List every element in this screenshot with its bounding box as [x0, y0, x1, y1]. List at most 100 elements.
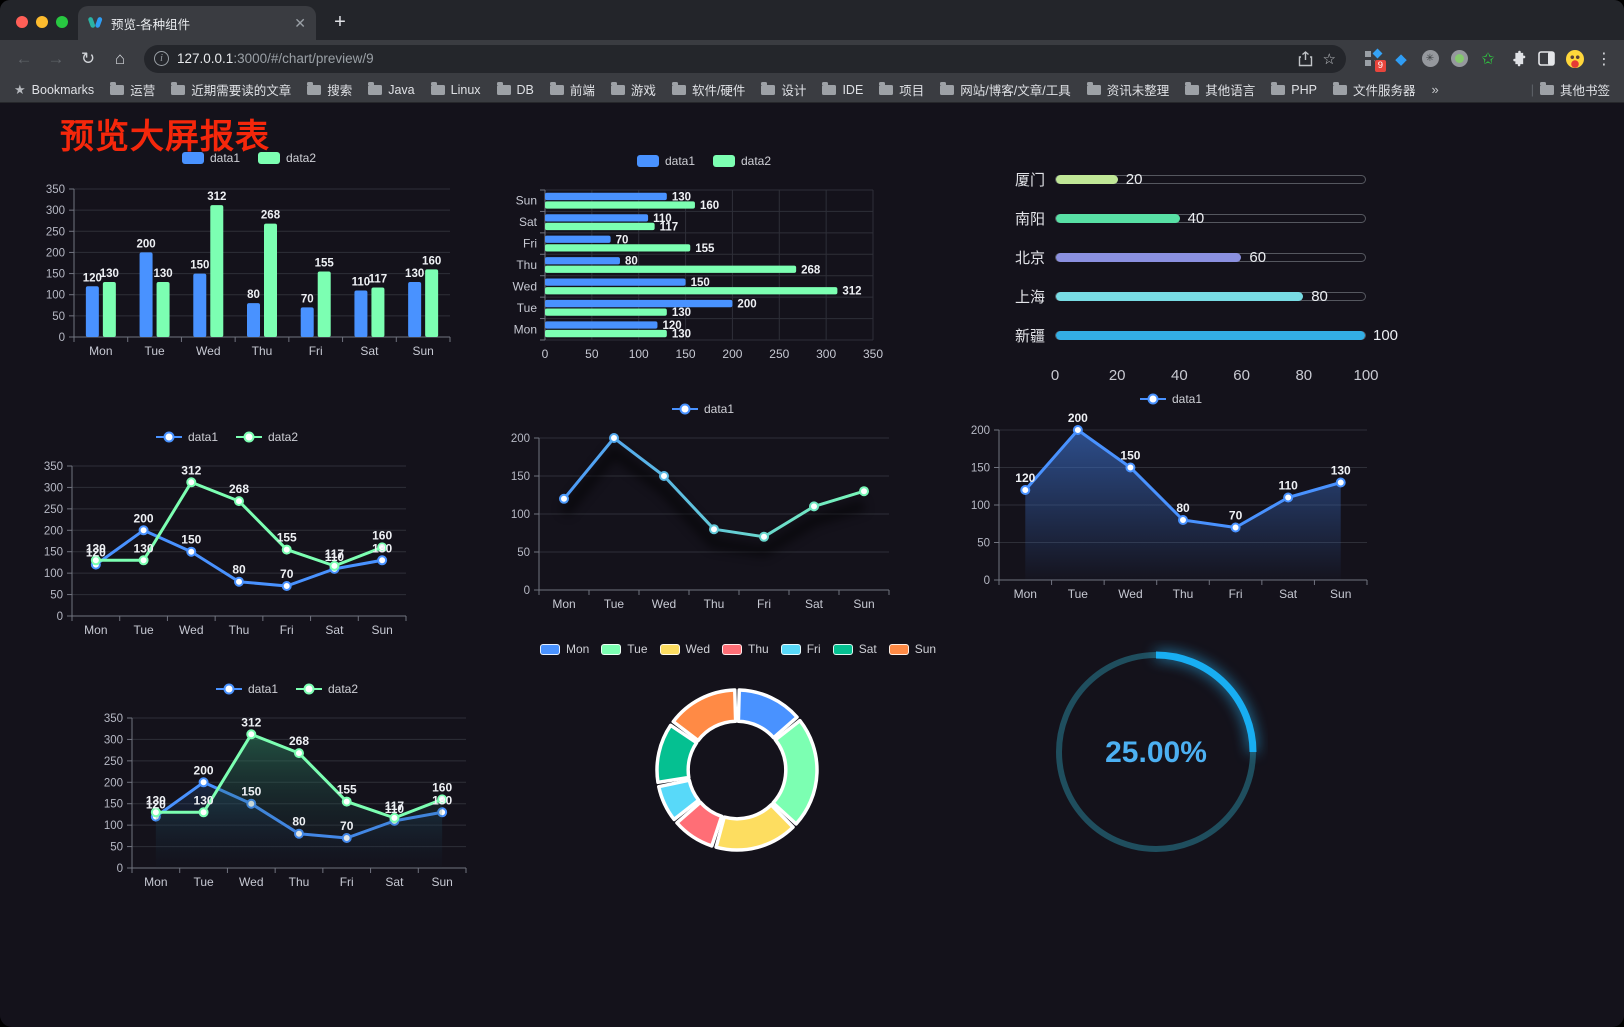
legend-label: data1 [209, 151, 240, 165]
bookmark-folder[interactable]: 设计 [761, 80, 806, 99]
side-panel-icon[interactable] [1536, 49, 1556, 69]
bookmark-folder[interactable]: 项目 [879, 80, 924, 99]
tab-close-icon[interactable]: ✕ [294, 14, 306, 31]
bookmark-folder[interactable]: 前端 [549, 80, 595, 99]
bookmark-star-icon[interactable]: ☆ [1322, 50, 1336, 68]
progress-label: 北京 [1014, 250, 1045, 267]
svg-text:Tue: Tue [144, 344, 165, 358]
legend-item-data2[interactable]: data2 [713, 154, 771, 168]
donut-canvas[interactable] [553, 660, 923, 870]
line-gradient-canvas[interactable]: 0 50 100 150 200 Mon Tue Wed Thu Fri Sat Sun [503, 420, 903, 620]
legend-swatch [713, 155, 735, 167]
bookmark-folder[interactable]: PHP [1271, 80, 1317, 99]
legend-item-data2[interactable]: data2 [236, 430, 298, 444]
bookmarks-overflow-icon[interactable]: » [1431, 82, 1439, 97]
line-two-series-canvas[interactable]: 0 50 100 150 200 250 300 350 Mon Tue Wed Thu Fri Sat S… [36, 448, 418, 643]
bookmark-label: Java [388, 82, 415, 97]
bookmark-folder[interactable]: Linux [430, 80, 481, 99]
legend-item-Sun[interactable]: Sun [888, 642, 936, 656]
site-info-icon[interactable]: i [154, 51, 169, 66]
bookmark-folder[interactable]: 文件服务器 [1332, 80, 1415, 99]
legend-item-Sat[interactable]: Sat [832, 642, 877, 656]
svg-text:312: 312 [207, 191, 226, 203]
bookmark-folder[interactable]: 资讯未整理 [1086, 80, 1169, 99]
ext-puzzle-icon[interactable] [1507, 49, 1527, 69]
gauge-canvas[interactable]: 25.00% [1044, 640, 1268, 864]
svg-text:Mon: Mon [144, 875, 167, 889]
svg-text:250: 250 [104, 756, 123, 768]
svg-text:Sat: Sat [385, 875, 404, 889]
legend-item-Wed[interactable]: Wed [659, 642, 710, 656]
home-icon[interactable]: ⌂ [114, 48, 126, 68]
ext-gem-icon[interactable]: ◆ [1395, 50, 1407, 68]
menu-icon[interactable]: ⋮ [1596, 50, 1612, 68]
ext-grid-icon[interactable]: 9 [1362, 49, 1387, 73]
svg-text:200: 200 [134, 511, 154, 525]
ext-asterisk-icon[interactable]: ✳ [1420, 49, 1440, 69]
legend-item-data2[interactable]: data2 [296, 682, 358, 696]
bookmark-folder[interactable]: 运营 [110, 80, 155, 99]
svg-text:50: 50 [52, 311, 65, 323]
star-icon: ★ [14, 81, 26, 97]
legend-item-data1[interactable]: data1 [671, 402, 734, 416]
bookmark-folder[interactable]: IDE [822, 80, 863, 99]
legend-item-data1[interactable]: data1 [215, 682, 278, 696]
close-window-button[interactable] [16, 16, 28, 28]
legend-item-Fri[interactable]: Fri [780, 642, 821, 656]
legend-item-data1[interactable]: data1 [155, 430, 218, 444]
bookmark-folder[interactable]: 其他语言 [1185, 80, 1255, 99]
folder-icon [1271, 81, 1286, 95]
legend-swatch [601, 643, 622, 655]
svg-text:100: 100 [629, 347, 649, 361]
minimize-window-button[interactable] [36, 16, 48, 28]
new-tab-button[interactable]: + [334, 10, 346, 33]
ext-star-icon[interactable]: ✩ [1481, 50, 1495, 68]
ext-record-icon[interactable] [1449, 49, 1469, 69]
svg-text:130: 130 [672, 329, 691, 341]
svg-text:350: 350 [104, 713, 123, 725]
legend-item-Tue[interactable]: Tue [601, 642, 648, 656]
svg-text:130: 130 [372, 541, 392, 555]
area-line-canvas[interactable]: 0 50 100 150 200 Mon Tue Wed Thu Fri Sat Sun 120 200 1… [961, 410, 1381, 608]
chart-progress-bars[interactable]: 厦门 20 南阳 40 北京 60 上海 80 新疆 100 0 20 40 60 80 100 [1001, 160, 1398, 389]
tab-favicon [88, 16, 103, 28]
legend-item-data1[interactable]: data1 [1139, 392, 1202, 406]
maximize-window-button[interactable] [56, 16, 68, 28]
bookmark-folder[interactable]: 软件/硬件 [671, 80, 745, 99]
svg-text:0: 0 [59, 332, 65, 344]
legend-item-Mon[interactable]: Mon [539, 642, 589, 656]
other-bookmarks-folder[interactable]: 其他书签 [1539, 80, 1610, 99]
bookmark-folder[interactable]: 搜索 [307, 80, 352, 99]
legend-label: Thu [748, 642, 769, 656]
legend-item-data1[interactable]: data1 [181, 151, 240, 165]
bookmark-folder[interactable]: Java [368, 80, 415, 99]
reload-icon[interactable]: ↻ [80, 48, 96, 68]
profile-avatar[interactable] [1565, 49, 1585, 69]
svg-text:Tue: Tue [517, 301, 538, 315]
bookmark-folder[interactable]: DB [496, 80, 534, 99]
bookmarks-manager[interactable]: ★ Bookmarks [14, 82, 94, 98]
grouped-bar-canvas[interactable]: 0 50 100 150 200 250 300 350 Mon Tue Wed Thu Fri Sat S… [38, 169, 460, 364]
legend-swatch [539, 643, 560, 655]
svg-text:300: 300 [44, 482, 63, 494]
share-icon[interactable] [1298, 50, 1313, 67]
bookmark-folder[interactable]: 网站/博客/文章/工具 [940, 80, 1071, 99]
area-two-series-canvas[interactable]: 0 50 100 150 200 250 300 350 Mon Tue Wed Thu Fri Sat S… [96, 700, 478, 895]
legend-item-Thu[interactable]: Thu [722, 642, 769, 656]
legend-label: data2 [286, 151, 317, 165]
forward-icon[interactable]: → [47, 48, 65, 68]
url-text[interactable]: 127.0.0.1:3000/#/chart/preview/9 [177, 51, 374, 66]
back-icon[interactable]: ← [15, 48, 33, 68]
svg-text:350: 350 [863, 347, 883, 361]
address-bar[interactable]: i 127.0.0.1:3000/#/chart/preview/9 ☆ [144, 44, 1346, 73]
legend-label: data2 [328, 682, 359, 696]
progress-fill [1056, 175, 1118, 184]
legend-item-data1[interactable]: data1 [636, 154, 695, 168]
legend-item-data2[interactable]: data2 [258, 151, 316, 165]
bookmark-folder[interactable]: 近期需要读的文章 [171, 80, 291, 99]
svg-text:200: 200 [971, 425, 990, 437]
browser-tab[interactable]: 预览-各种组件 ✕ [78, 6, 316, 40]
bookmark-folder[interactable]: 游戏 [610, 80, 656, 99]
legend-label: data1 [187, 430, 218, 444]
